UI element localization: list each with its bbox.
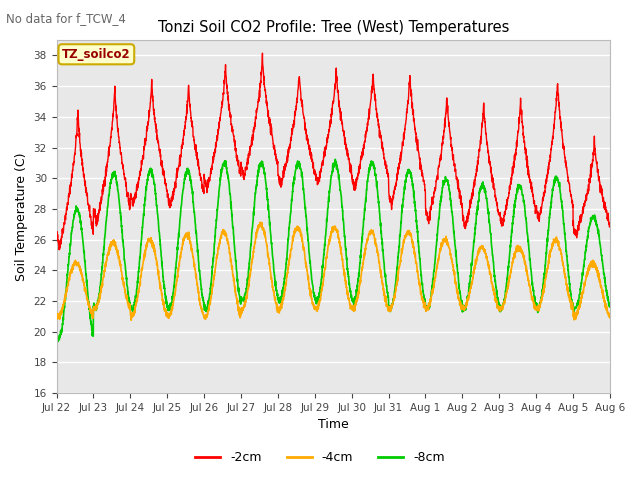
X-axis label: Time: Time	[318, 419, 349, 432]
Title: Tonzi Soil CO2 Profile: Tree (West) Temperatures: Tonzi Soil CO2 Profile: Tree (West) Temp…	[157, 20, 509, 35]
Y-axis label: Soil Temperature (C): Soil Temperature (C)	[15, 152, 28, 281]
Legend: -2cm, -4cm, -8cm: -2cm, -4cm, -8cm	[190, 446, 450, 469]
Text: No data for f_TCW_4: No data for f_TCW_4	[6, 12, 126, 25]
Text: TZ_soilco2: TZ_soilco2	[62, 48, 131, 61]
